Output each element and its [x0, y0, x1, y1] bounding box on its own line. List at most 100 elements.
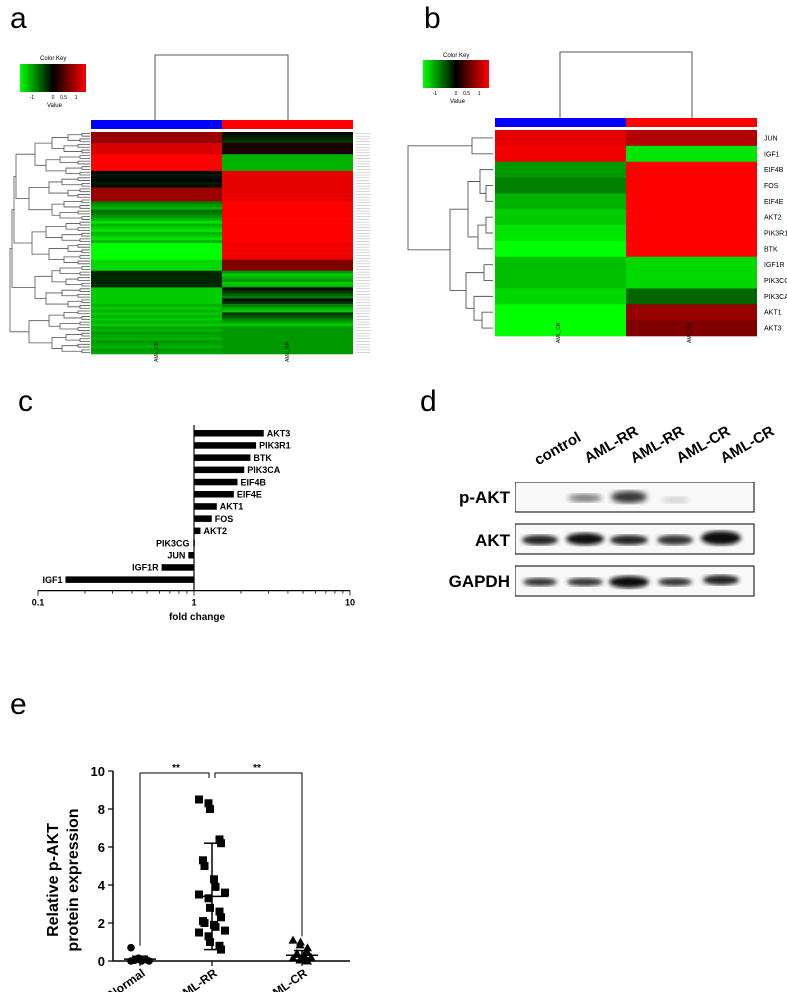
heatmap-a-key-title: Color Key	[40, 56, 66, 62]
heatmap-a-cell	[222, 259, 353, 263]
pakt-point-aml-rr	[217, 913, 225, 922]
heatmap-a-cell	[222, 187, 353, 191]
heatmap-a-cell	[222, 165, 353, 169]
fold-change-bar-label: IGF1	[42, 575, 62, 585]
heatmap-a-cell	[222, 223, 353, 227]
heatmap-a-cell	[91, 317, 222, 321]
heatmap-b-row-label: AKT1	[764, 310, 782, 317]
heatmap-a-cell	[91, 162, 222, 166]
heatmap-a-cell	[91, 251, 222, 255]
blot-band-gapdh-lane5	[703, 575, 739, 585]
heatmap-a-cell	[222, 279, 353, 283]
heatmap-b-row-label: IGF1	[764, 151, 780, 158]
heatmap-a-cell	[91, 265, 222, 269]
heatmap-b-cell-rr	[626, 177, 757, 194]
heatmap-a-cell	[91, 290, 222, 294]
heatmap-a-cell	[222, 251, 353, 255]
heatmap-a-cell	[91, 223, 222, 227]
heatmap-a-cell	[91, 320, 222, 324]
blot-bands	[515, 482, 755, 597]
panel-letter-e: e	[10, 688, 27, 721]
heatmap-a-cell	[91, 204, 222, 208]
heatmap-a-cell	[91, 151, 222, 155]
heatmap-b-key-label: Value	[450, 99, 466, 105]
heatmap-a-cell	[222, 348, 353, 352]
heatmap-a-cell	[222, 292, 353, 297]
heatmap-a-cell	[91, 173, 222, 177]
blot-band-akt-lane3	[610, 535, 648, 545]
heatmap-b-cell-rr	[626, 130, 757, 147]
pakt-scatter-chart: Relative p-AKT protein expression 0 2 4 6 8 1…	[45, 763, 350, 992]
heatmap-a-cells	[91, 132, 353, 355]
panel-letter-c: c	[18, 385, 33, 418]
heatmap-a-cell	[222, 326, 353, 330]
heatmap-a-cell	[222, 265, 353, 269]
heatmap-b-row-label: PIK3R1	[764, 231, 787, 238]
heatmap-a-cell	[91, 243, 222, 247]
heatmap-a-cell	[91, 315, 222, 319]
heatmap-a-cell	[91, 245, 222, 249]
pakt-point-aml-rr	[210, 875, 218, 884]
fold-change-bar-label: EIF4E	[237, 490, 262, 500]
pakt-sig-bracket-2	[214, 772, 303, 937]
heatmap-a-cell	[91, 301, 222, 305]
heatmap-b-dendrogram-branches	[407, 137, 493, 329]
heatmap-a-cell	[91, 148, 222, 152]
heatmap-a-cr-bar	[91, 120, 222, 129]
heatmap-a-cell	[222, 154, 353, 158]
heatmap-a-cell	[91, 168, 222, 172]
heatmap-a-cell	[222, 323, 353, 327]
heatmap-a-cell	[222, 168, 353, 172]
heatmap-a-cell	[222, 143, 353, 147]
heatmap-b-cell-rr	[626, 161, 757, 178]
heatmap-a-cell	[222, 176, 353, 180]
fold-change-bar	[194, 491, 234, 498]
fold-change-bar-label: FOS	[215, 514, 234, 524]
heatmap-a-cell	[222, 162, 353, 166]
pakt-point-aml-rr	[217, 839, 225, 848]
heatmap-a-cell	[91, 176, 222, 180]
blot-lane-label-control: control	[531, 428, 585, 469]
heatmap-a-key-bar	[20, 64, 86, 92]
heatmap-a-cell	[222, 229, 353, 233]
fold-change-bar	[194, 515, 212, 522]
pakt-point-aml-rr	[217, 945, 225, 954]
heatmap-a-cell	[222, 132, 353, 136]
heatmap-a-cell	[91, 193, 222, 197]
key-tick-label: 0.5	[60, 95, 67, 101]
heatmap-b-cell-cr	[495, 161, 626, 178]
heatmap-a-cell	[91, 276, 222, 280]
blot-band-pakt-lane4	[661, 497, 689, 503]
heatmap-b-cell-cr	[495, 209, 626, 226]
heatmap-a-col-label-cr: AML_CR	[154, 341, 160, 362]
fold-change-bar	[194, 466, 245, 474]
heatmap-a-cell	[222, 295, 353, 299]
heatmap-a-row-labels	[356, 133, 370, 353]
heatmap-b-cell-cr	[495, 320, 626, 337]
pakt-y-tick-label: 2	[98, 916, 105, 931]
heatmap-a-cell	[222, 231, 353, 235]
heatmap-a-cell	[91, 281, 222, 285]
key-tick-label: 1	[75, 95, 78, 101]
fold-change-bar-label: JUN	[167, 551, 185, 561]
heatmap-a-cell	[222, 204, 353, 208]
heatmap-a-cell	[91, 342, 222, 346]
pakt-y-tick-label: 4	[98, 878, 106, 893]
heatmap-a-cell	[222, 273, 353, 277]
fold-change-bar-label: AKT1	[220, 502, 244, 512]
key-tick-label: -1	[30, 95, 35, 101]
heatmap-a-cell	[222, 342, 353, 346]
heatmap-b-cell-cr	[495, 304, 626, 321]
heatmap-b-row-label: EIF4B	[764, 167, 784, 174]
heatmap-a-cell	[222, 284, 353, 288]
heatmap-a-cell	[91, 218, 222, 222]
heatmap-a-cell	[222, 212, 353, 216]
heatmap-b-cell-cr	[495, 193, 626, 210]
pakt-point-aml-rr	[200, 862, 209, 870]
fold-change-chart: AKT3 PIK3R1 BTK PIK3CA EIF4B EIF4E AKT1 FOS AKT2…	[32, 425, 355, 623]
heatmap-a-cell	[91, 248, 222, 252]
heatmap-a-cell	[91, 181, 222, 186]
heatmap-a-cell	[222, 317, 353, 321]
pakt-point-aml-rr	[200, 919, 209, 927]
heatmap-a-row-dendrogram	[9, 132, 90, 354]
